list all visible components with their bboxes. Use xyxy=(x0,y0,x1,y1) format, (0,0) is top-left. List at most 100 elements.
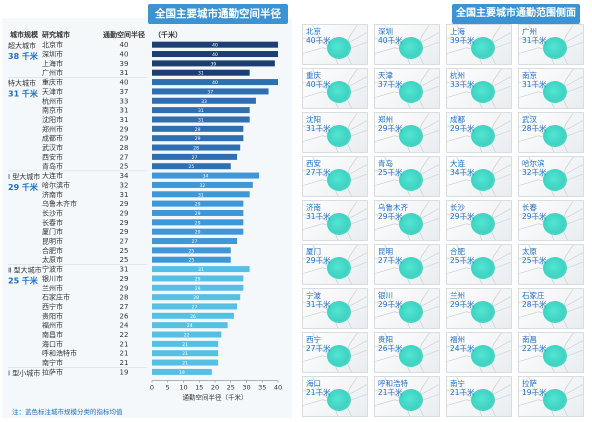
bar-data-label: 31 xyxy=(198,108,204,114)
header-city: 研究城市 xyxy=(42,30,70,39)
bar-data-label: 40 xyxy=(212,52,218,58)
map-tile: 长沙 29千米 xyxy=(446,200,512,241)
category-label: 太原市 xyxy=(42,255,63,264)
map-radius-label: 40千米 xyxy=(306,36,331,45)
commute-area-blob xyxy=(327,301,351,323)
group-label: Ⅰ 型大城市 xyxy=(8,172,40,181)
commute-area-blob xyxy=(543,125,567,147)
bar xyxy=(152,69,250,76)
commute-area-blob xyxy=(399,37,423,59)
bar-data-label: 19 xyxy=(179,370,185,376)
bar xyxy=(152,79,278,86)
commute-area-blob xyxy=(471,345,495,367)
commute-area-blob xyxy=(543,301,567,323)
bar xyxy=(152,238,238,245)
commute-area-blob xyxy=(327,169,351,191)
map-tile: 济南 31千米 xyxy=(302,200,368,241)
bar xyxy=(152,228,244,235)
x-tick-label: 40 xyxy=(274,384,282,392)
map-radius-label: 31千米 xyxy=(522,36,547,45)
bar-data-label: 31 xyxy=(198,192,204,198)
bar xyxy=(152,181,253,188)
map-city-label: 深圳 xyxy=(378,27,393,36)
category-label: 南宁市 xyxy=(42,358,63,367)
group-label: Ⅰ 型小城市 xyxy=(8,368,40,377)
bar-data-label: 22 xyxy=(184,333,190,339)
bar xyxy=(152,209,244,216)
bar xyxy=(152,331,222,338)
map-radius-label: 29千米 xyxy=(306,256,331,265)
x-tick-label: 30 xyxy=(242,384,250,392)
bar-data-label: 40 xyxy=(212,43,218,49)
bar xyxy=(152,191,250,198)
map-tile: 广州 31千米 xyxy=(518,24,584,65)
commute-area-blob xyxy=(327,389,351,411)
value-label: 22 xyxy=(120,331,129,339)
bar-data-label: 29 xyxy=(195,230,201,236)
bar-data-label: 29 xyxy=(195,211,201,217)
map-tile: 兰州 29千米 xyxy=(446,288,512,329)
map-tile: 重庆 40千米 xyxy=(302,68,368,109)
value-label: 25 xyxy=(120,163,129,171)
group-label: Ⅱ 型大城市 xyxy=(8,265,42,274)
map-radius-label: 29千米 xyxy=(378,212,403,221)
x-tick-label: 5 xyxy=(166,384,170,392)
bar xyxy=(152,275,244,282)
map-radius-label: 24千米 xyxy=(450,344,475,353)
value-label: 40 xyxy=(120,51,129,59)
map-city-label: 西安 xyxy=(306,159,321,168)
map-tile: 哈尔滨 32千米 xyxy=(518,156,584,197)
bar-data-label: 37 xyxy=(207,89,213,95)
value-label: 21 xyxy=(120,350,129,358)
value-label: 37 xyxy=(120,88,129,96)
category-label: 呼和浩特市 xyxy=(42,349,77,358)
bar-data-label: 29 xyxy=(195,136,201,142)
map-city-label: 银川 xyxy=(378,291,393,300)
map-tile: 成都 29千米 xyxy=(446,112,512,153)
map-radius-label: 19千米 xyxy=(522,388,547,397)
value-label: 31 xyxy=(120,191,129,199)
category-label: 济南市 xyxy=(42,190,63,199)
value-label: 29 xyxy=(120,275,129,283)
bar xyxy=(152,51,278,58)
map-tile: 福州 24千米 xyxy=(446,332,512,373)
bar xyxy=(152,172,260,179)
map-city-label: 大连 xyxy=(450,159,465,168)
bar xyxy=(152,88,269,95)
footnote: 注：蓝色标注城市规模分类的指标均值 xyxy=(12,407,123,416)
bar-data-label: 28 xyxy=(193,295,199,301)
commute-area-blob xyxy=(399,301,423,323)
value-label: 19 xyxy=(120,368,129,376)
map-tile: 贵阳 26千米 xyxy=(374,332,440,373)
map-city-label: 海口 xyxy=(306,379,321,388)
map-city-label: 北京 xyxy=(306,27,321,36)
map-tile: 郑州 29千米 xyxy=(374,112,440,153)
commute-area-blob xyxy=(471,301,495,323)
map-city-label: 厦门 xyxy=(306,247,321,256)
bar-data-label: 27 xyxy=(192,155,198,161)
value-label: 33 xyxy=(120,97,129,105)
map-tile: 拉萨 19千米 xyxy=(518,376,584,417)
map-city-label: 长春 xyxy=(522,203,537,212)
map-tile: 厦门 29千米 xyxy=(302,244,368,285)
map-city-label: 拉萨 xyxy=(522,379,537,388)
map-tile: 杭州 33千米 xyxy=(446,68,512,109)
category-label: 贵阳市 xyxy=(42,311,63,320)
bar-data-label: 29 xyxy=(195,220,201,226)
map-radius-label: 25千米 xyxy=(450,256,475,265)
right-panel: 全国主要城市通勤范围侧面 北京 40千米 深圳 40千米 上海 39千米 广州 31千米 重庆 4… xyxy=(298,4,590,418)
bar xyxy=(152,41,278,48)
commute-area-blob xyxy=(471,81,495,103)
map-radius-label: 37千米 xyxy=(378,80,403,89)
map-tile: 南宁 21千米 xyxy=(446,376,512,417)
category-label: 哈尔滨市 xyxy=(42,180,70,189)
category-label: 武汉市 xyxy=(42,143,63,152)
commute-area-blob xyxy=(399,213,423,235)
value-label: 32 xyxy=(120,181,129,189)
map-city-label: 贵阳 xyxy=(378,335,393,344)
map-city-label: 郑州 xyxy=(378,115,393,124)
bar-data-label: 26 xyxy=(190,314,196,320)
commute-area-blob xyxy=(327,257,351,279)
value-label: 31 xyxy=(120,69,129,77)
map-radius-label: 29千米 xyxy=(378,300,403,309)
